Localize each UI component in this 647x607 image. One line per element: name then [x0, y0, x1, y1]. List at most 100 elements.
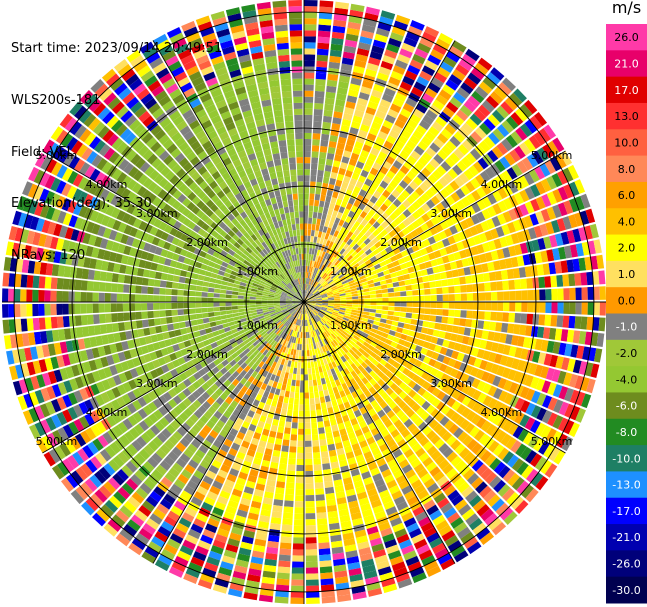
gate-cell: [376, 305, 383, 310]
gate-cell: [82, 445, 94, 459]
gate-cell: [230, 400, 239, 409]
gate-cell: [593, 348, 603, 363]
gate-cell: [265, 417, 273, 425]
gate-cell: [80, 430, 92, 444]
gate-cell: [209, 415, 219, 425]
gate-cell: [477, 273, 485, 283]
gate-cell: [370, 294, 377, 299]
gate-cell: [353, 199, 361, 208]
gate-cell: [370, 270, 378, 276]
gate-cell: [329, 393, 336, 401]
gate-cell: [272, 341, 278, 348]
gate-cell: [489, 457, 502, 471]
gate-cell: [244, 415, 253, 424]
gate-cell: [238, 445, 248, 455]
gate-cell: [14, 288, 21, 302]
gate-cell: [68, 303, 75, 315]
gate-cell: [165, 302, 172, 310]
gate-cell: [329, 282, 336, 287]
gate-cell: [350, 417, 359, 426]
gate-cell: [304, 12, 318, 19]
gate-cell: [475, 223, 484, 234]
gate-cell: [344, 312, 351, 317]
gate-cell: [522, 229, 532, 241]
gate-cell: [451, 400, 462, 411]
gate-cell: [189, 413, 199, 424]
gate-cell: [516, 231, 526, 243]
gate-cell: [367, 100, 379, 110]
gate-cell: [442, 56, 457, 68]
gate-cell: [314, 90, 325, 98]
gate-cell: [421, 151, 433, 162]
gate-cell: [318, 287, 325, 293]
gate-cell: [262, 323, 269, 329]
gate-cell: [528, 135, 541, 149]
gate-cell: [305, 313, 308, 320]
gate-cell: [74, 291, 81, 302]
gate-cell: [267, 298, 274, 301]
gate-cell: [397, 257, 406, 265]
gate-cell: [213, 358, 221, 366]
gate-cell: [554, 328, 563, 341]
gate-cell: [265, 398, 273, 406]
gate-cell: [324, 275, 330, 281]
gate-cell: [382, 583, 398, 594]
gate-cell: [304, 410, 311, 417]
gate-cell: [294, 325, 298, 332]
gate-cell: [417, 241, 425, 250]
gate-cell: [142, 500, 155, 513]
gate-cell: [374, 478, 386, 488]
gate-cell: [445, 468, 458, 480]
gate-cell: [304, 6, 318, 13]
gate-cell: [298, 313, 301, 320]
gate-cell: [512, 425, 524, 439]
gate-cell: [293, 311, 298, 318]
gate-cell: [204, 496, 216, 507]
gate-cell: [304, 253, 307, 260]
gate-cell: [322, 332, 328, 339]
gate-cell: [271, 333, 278, 340]
gate-cell: [377, 378, 386, 387]
gate-cell: [154, 559, 170, 572]
gate-cell: [572, 330, 581, 344]
gate-cell: [441, 279, 449, 287]
gate-cell: [442, 463, 454, 475]
gate-cell: [533, 302, 540, 313]
gate-cell: [231, 302, 238, 306]
gate-cell: [308, 380, 313, 387]
gate-cell: [111, 514, 126, 528]
gate-cell: [366, 488, 378, 497]
gate-cell: [572, 228, 582, 243]
gate-cell: [557, 202, 568, 217]
gate-cell: [440, 373, 450, 383]
gate-cell: [70, 470, 84, 485]
gate-cell: [335, 491, 346, 499]
gate-cell: [417, 42, 432, 54]
gate-cell: [394, 386, 403, 396]
gate-cell: [245, 388, 253, 397]
gate-cell: [103, 523, 118, 537]
gate-cell: [350, 468, 360, 477]
gate-cell: [354, 265, 362, 272]
gate-cell: [450, 214, 460, 225]
gate-cell: [316, 518, 328, 526]
gate-cell: [205, 357, 213, 365]
gate-cell: [314, 102, 324, 110]
gate-cell: [486, 180, 497, 192]
gate-cell: [453, 427, 464, 439]
gate-cell: [392, 316, 400, 322]
gate-cell: [385, 246, 393, 254]
gate-cell: [440, 128, 453, 140]
gate-cell: [212, 584, 228, 594]
gate-cell: [402, 102, 415, 113]
gate-cell: [267, 379, 274, 387]
gate-cell: [363, 476, 374, 486]
gate-cell: [521, 290, 528, 301]
gate-cell: [92, 512, 106, 527]
gate-cell: [297, 362, 301, 369]
gate-cell: [365, 348, 373, 355]
gate-cell: [126, 402, 137, 414]
gate-cell: [316, 512, 327, 520]
gate-cell: [488, 517, 503, 531]
gate-cell: [455, 188, 466, 199]
